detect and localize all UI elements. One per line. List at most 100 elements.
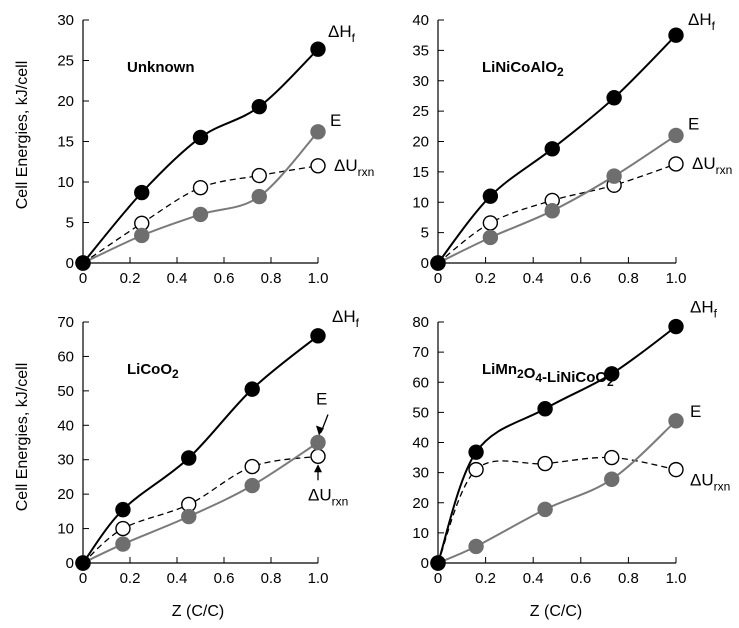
y-tick-label: 60: [57, 348, 74, 365]
panel-title: LiMn2O4-LiNiCoO2: [482, 361, 614, 389]
point-dH-3: [606, 90, 622, 106]
point-E-1: [134, 227, 150, 244]
y-tick-label: 30: [412, 73, 429, 90]
series-label-dU: ΔUrxn: [692, 154, 732, 177]
point-E-2: [537, 501, 553, 518]
x-tick-label: 0.8: [261, 570, 282, 587]
point-dU-1: [115, 520, 131, 537]
x-tick-label: 1.0: [666, 570, 687, 587]
series-label-dU: ΔUrxn: [334, 156, 374, 179]
series-label-E: E: [330, 111, 341, 130]
y-tick-label: 40: [57, 417, 74, 434]
y-tick-label: 10: [412, 525, 429, 542]
point-E-4: [310, 434, 326, 451]
x-tick-label: 0.6: [214, 270, 235, 287]
series-label-dU: ΔUrxn: [690, 471, 730, 494]
y-tick-label: 30: [57, 452, 74, 469]
point-dU-4: [310, 448, 326, 464]
point-dH-3: [251, 98, 267, 115]
panel-3: 0 10 20 30 40 50 60 70 0 0.2 0.4 0.6 0.8 1.0 LiCoO2 ΔHf…: [57, 307, 359, 587]
x-tick-label: 0.2: [120, 570, 141, 587]
x-tick-label: 0.4: [523, 270, 544, 287]
x-tick-label: 0.6: [570, 570, 591, 587]
point-dU-3: [604, 449, 620, 466]
series-line-E: [82, 131, 319, 264]
y-tick-label: 60: [412, 374, 429, 391]
point-dU-3: [244, 458, 260, 475]
series-label-E: E: [690, 402, 701, 421]
point-dH-2: [192, 129, 209, 146]
x-tick-label: 0: [434, 570, 442, 587]
point-E-3: [244, 477, 260, 494]
x-tick-label: 1.0: [666, 270, 687, 287]
y-tick-label: 15: [57, 134, 74, 151]
y-tick-label: 5: [421, 225, 429, 242]
series-line-dH: [437, 325, 677, 564]
series-label-E: E: [688, 114, 699, 133]
x-tick-label: 0.2: [120, 270, 141, 287]
point-dH-1: [482, 188, 499, 204]
point-E-1: [115, 536, 131, 552]
y-tick-label: 20: [57, 486, 74, 503]
point-dH-4: [310, 328, 326, 344]
point-E-2: [544, 203, 560, 219]
y-tick-label: 10: [412, 194, 429, 211]
y-tick-label: 50: [57, 383, 74, 400]
y-tick-label: 20: [412, 495, 429, 512]
point-dH-1: [468, 444, 484, 460]
y-tick-label: 50: [412, 404, 429, 421]
series-label-dH: ΔHf: [690, 298, 718, 321]
x-tick-label: 0: [79, 270, 87, 287]
point-dH-0: [75, 555, 91, 571]
x-tick-label: 0.4: [523, 570, 544, 587]
x-tick-label: 0.2: [475, 270, 496, 287]
point-dU-4: [310, 158, 326, 174]
point-dH-3: [604, 366, 620, 382]
y-tick-label: 15: [412, 164, 429, 181]
arrowhead-E: [316, 425, 324, 436]
y-tick-label: 10: [57, 174, 74, 191]
point-dH-2: [181, 450, 197, 466]
point-dH-1: [115, 501, 131, 518]
y-tick-label: 25: [57, 53, 74, 70]
y-tick-label: 70: [57, 314, 74, 331]
point-E-3: [604, 471, 620, 487]
x-axis-label-right: Z (C/C): [530, 603, 582, 620]
y-tick-label: 0: [66, 255, 74, 272]
panel-2: 0 5 10 15 20 25 30 35 40 0 0.2 0.4 0.6 0.8 1.0 LiNiCoAl…: [412, 10, 732, 287]
y-tick-label: 5: [66, 215, 74, 232]
panel-title: Unknown: [127, 59, 195, 76]
arrowhead-dU: [314, 464, 322, 473]
point-E-3: [606, 168, 622, 184]
panel-4: 0 10 20 30 40 50 60 70 80 0 0.2 0.4 0.6 0.8 1.0 LiMn2O4…: [412, 298, 730, 587]
series-line-dH: [82, 48, 319, 264]
y-tick-label: 40: [412, 12, 429, 29]
x-tick-label: 1.0: [308, 570, 329, 587]
y-tick-label: 30: [412, 465, 429, 482]
y-tick-label: 25: [412, 103, 429, 120]
series-label-dH: ΔHf: [332, 307, 360, 330]
x-tick-label: 0.4: [167, 570, 188, 587]
point-dU-1: [468, 461, 484, 478]
point-dH-0: [430, 555, 446, 571]
x-tick-label: 0.8: [261, 270, 282, 287]
y-tick-label: 35: [412, 42, 429, 59]
x-tick-label: 0.8: [618, 270, 639, 287]
point-dH-2: [544, 141, 560, 157]
series-label-E: E: [316, 390, 327, 409]
point-dH-4: [668, 318, 684, 335]
series-label-dH: ΔHf: [328, 22, 356, 45]
x-tick-label: 0.6: [570, 270, 591, 287]
point-dH-4: [668, 27, 684, 43]
point-E-3: [251, 188, 267, 205]
point-dU-4: [668, 156, 684, 172]
series-label-dH: ΔHf: [688, 10, 716, 33]
point-dU-4: [668, 461, 684, 478]
point-E-4: [310, 124, 326, 140]
point-dH-0: [430, 255, 446, 271]
x-tick-label: 0: [434, 270, 442, 287]
y-tick-label: 20: [412, 134, 429, 151]
y-tick-label: 80: [412, 314, 429, 331]
point-dU-2: [537, 455, 553, 472]
